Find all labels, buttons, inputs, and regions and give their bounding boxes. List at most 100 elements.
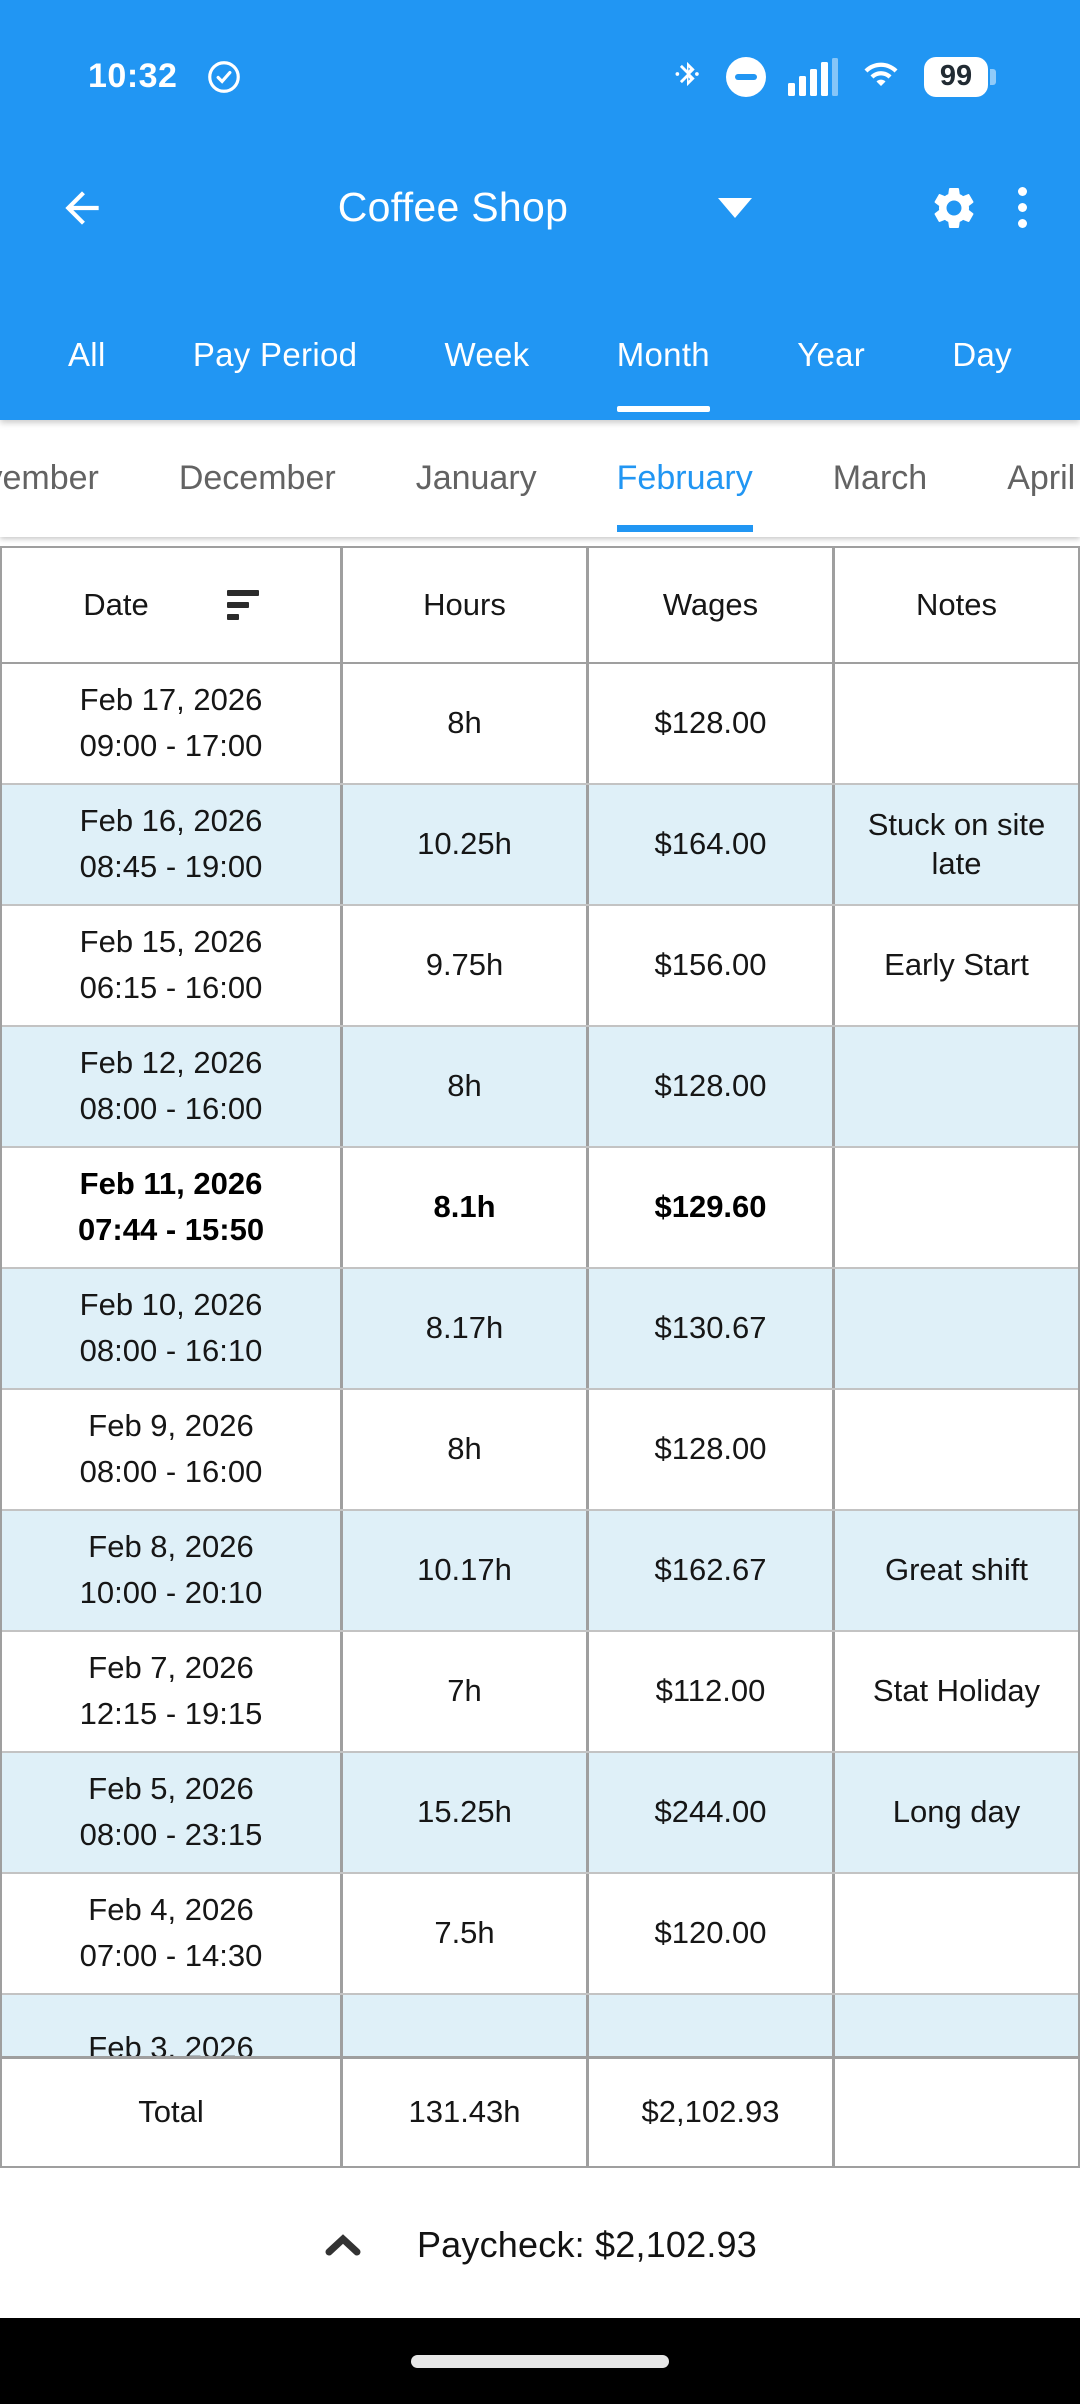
month-tab-november[interactable]: November xyxy=(0,459,99,497)
hours-cell: 10.25h xyxy=(343,785,589,904)
sort-icon[interactable] xyxy=(226,590,259,620)
month-tab-april[interactable]: April xyxy=(1007,459,1076,497)
notes-cell xyxy=(835,1390,1078,1509)
overflow-menu-button[interactable] xyxy=(1002,182,1042,234)
battery-nub xyxy=(990,68,996,85)
chevron-up-icon[interactable] xyxy=(323,2231,363,2259)
tab-day[interactable]: Day xyxy=(952,336,1012,373)
hours-cell: 9.75h xyxy=(343,906,589,1025)
month-tab-december[interactable]: December xyxy=(178,459,336,497)
month-tab-march[interactable]: March xyxy=(832,459,928,497)
check-circle-icon xyxy=(205,58,243,96)
time-range: 10:00 - 20:10 xyxy=(79,1575,263,1610)
date-text: Feb 15, 2026 xyxy=(79,924,263,960)
do-not-disturb-icon xyxy=(726,56,766,97)
hours-cell: 8h xyxy=(343,1390,589,1509)
date-cell: Feb 5, 2026 08:00 - 23:15 xyxy=(2,1753,343,1872)
notes-cell xyxy=(835,1269,1078,1388)
wages-cell: $128.00 xyxy=(589,1027,835,1146)
notes-cell xyxy=(835,1148,1078,1267)
notes-cell xyxy=(835,1874,1078,1993)
hours-cell xyxy=(343,1995,589,2114)
column-header-notes[interactable]: Notes xyxy=(916,586,997,622)
date-cell: Feb 9, 2026 08:00 - 16:00 xyxy=(2,1390,343,1509)
total-row: Total 131.43h $2,102.93 xyxy=(2,2056,1078,2166)
wages-cell: $130.67 xyxy=(589,1269,835,1388)
date-text: Feb 11, 2026 xyxy=(79,1166,263,1202)
table-row[interactable]: Feb 7, 2026 12:15 - 19:15 7h $112.00 Stat Ho… xyxy=(2,1632,1078,1753)
time-range: 06:15 - 16:00 xyxy=(79,970,263,1005)
table-row[interactable]: Feb 9, 2026 08:00 - 16:00 8h $128.00 xyxy=(2,1390,1078,1511)
date-cell: Feb 16, 2026 08:45 - 19:00 xyxy=(2,785,343,904)
table-row[interactable]: Feb 11, 2026 07:44 - 15:50 8.1h $129.60 xyxy=(2,1148,1078,1269)
table-row[interactable]: Feb 8, 2026 10:00 - 20:10 10.17h $162.67 Gre… xyxy=(2,1511,1078,1632)
time-range: 07:44 - 15:50 xyxy=(77,1212,265,1247)
home-indicator[interactable] xyxy=(411,2354,669,2368)
notes-cell xyxy=(835,1027,1078,1146)
table-row[interactable]: Feb 15, 2026 06:15 - 16:00 9.75h $156.00 Ear… xyxy=(2,906,1078,1027)
date-cell: Feb 8, 2026 10:00 - 20:10 xyxy=(2,1511,343,1630)
hours-cell: 7.5h xyxy=(343,1874,589,1993)
app-bar: 10:32 xyxy=(0,0,1080,420)
shifts-table: Date Hours Wages Notes Feb 17, 2026 09:00… xyxy=(0,546,1080,2168)
tab-week[interactable]: Week xyxy=(444,336,530,373)
tab-year[interactable]: Year xyxy=(797,336,866,373)
date-cell: Feb 15, 2026 06:15 - 16:00 xyxy=(2,906,343,1025)
total-label: Total xyxy=(2,2059,343,2166)
table-body: Feb 17, 2026 09:00 - 17:00 8h $128.00 Feb 16… xyxy=(2,664,1078,2116)
hours-cell: 8h xyxy=(343,664,589,783)
table-row[interactable]: Feb 10, 2026 08:00 - 16:10 8.17h $130.67 xyxy=(2,1269,1078,1390)
settings-button[interactable] xyxy=(928,182,980,234)
time-range: 07:00 - 14:30 xyxy=(79,1938,263,1973)
page-title: Coffee Shop xyxy=(337,184,569,230)
title-group: Coffee Shop xyxy=(338,184,753,231)
date-cell: Feb 17, 2026 09:00 - 17:00 xyxy=(2,664,343,783)
paycheck-label: Paycheck: $2,102.93 xyxy=(416,2224,758,2265)
column-header-hours[interactable]: Hours xyxy=(343,548,589,662)
column-header-date[interactable]: Date xyxy=(2,548,343,662)
date-cell: Feb 10, 2026 08:00 - 16:10 xyxy=(2,1269,343,1388)
tab-month[interactable]: Month xyxy=(616,290,711,420)
notes-cell: Stuck on site late xyxy=(867,806,1046,881)
table-row[interactable]: Feb 5, 2026 08:00 - 23:15 15.25h $244.00 Lon… xyxy=(2,1753,1078,1874)
total-wages: $2,102.93 xyxy=(589,2059,835,2166)
date-text: Feb 12, 2026 xyxy=(79,1045,263,1081)
notes-cell xyxy=(835,664,1078,783)
date-text: Feb 10, 2026 xyxy=(79,1287,263,1323)
battery-level: 99 xyxy=(924,56,988,97)
wages-cell: $162.67 xyxy=(589,1511,835,1630)
month-tab-january[interactable]: January xyxy=(415,459,537,497)
wages-cell: $156.00 xyxy=(589,906,835,1025)
hours-cell: 8.1h xyxy=(343,1148,589,1267)
time-range: 08:45 - 19:00 xyxy=(79,849,263,884)
date-text: Feb 8, 2026 xyxy=(88,1529,254,1565)
table-row[interactable]: Feb 16, 2026 08:45 - 19:00 10.25h $164.00 St… xyxy=(2,785,1078,906)
status-bar: 10:32 xyxy=(0,0,1080,125)
table-row[interactable]: Feb 4, 2026 07:00 - 14:30 7.5h $120.00 xyxy=(2,1874,1078,1995)
battery-icon: 99 xyxy=(924,56,996,97)
status-icons: 99 xyxy=(670,56,996,97)
table-row[interactable]: Feb 12, 2026 08:00 - 16:00 8h $128.00 xyxy=(2,1027,1078,1148)
wages-cell: $244.00 xyxy=(589,1753,835,1872)
wages-cell: $112.00 xyxy=(589,1632,835,1751)
date-cell: Feb 7, 2026 12:15 - 19:15 xyxy=(2,1632,343,1751)
month-tab-february[interactable]: February xyxy=(616,420,753,537)
table-header: Date Hours Wages Notes xyxy=(2,548,1078,664)
tab-pay-period[interactable]: Pay Period xyxy=(192,336,358,373)
wifi-icon xyxy=(860,56,902,97)
paycheck-bar[interactable]: Paycheck: $2,102.93 xyxy=(0,2198,1080,2292)
column-header-wages[interactable]: Wages xyxy=(589,548,835,662)
hours-cell: 15.25h xyxy=(343,1753,589,1872)
tab-all[interactable]: All xyxy=(68,336,106,373)
table-row[interactable]: Feb 17, 2026 09:00 - 17:00 8h $128.00 xyxy=(2,664,1078,785)
back-button[interactable] xyxy=(56,182,108,234)
signal-icon xyxy=(788,57,838,96)
time-range: 09:00 - 17:00 xyxy=(79,728,263,763)
date-header-label: Date xyxy=(83,586,149,622)
date-text: Feb 4, 2026 xyxy=(88,1892,254,1928)
view-tabs: All Pay Period Week Month Year Day xyxy=(0,290,1080,420)
total-hours: 131.43h xyxy=(343,2059,589,2166)
month-tabs: November December January February March Apri… xyxy=(0,420,1080,537)
dropdown-caret-icon[interactable] xyxy=(718,197,753,218)
